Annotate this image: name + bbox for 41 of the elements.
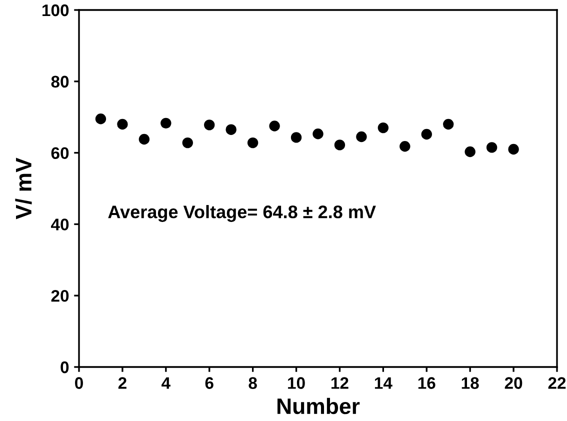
x-tick-label: 20 [504,377,522,389]
y-tick-label: 0 [60,361,69,374]
annotation: Average Voltage= 64.8 ± 2.8 mV [108,205,376,222]
point [421,128,432,140]
x-tick-label: 6 [205,377,214,389]
x-axis-title: Number [278,398,360,414]
y-tick-label: 20 [51,290,69,302]
point [269,120,280,132]
point [226,124,236,135]
x-tick-label: 12 [332,377,348,389]
x-tick-label: 10 [288,377,305,389]
x-tick-label: 8 [248,377,257,389]
x-tick-label: 0 [75,377,83,389]
x-tick-label: 4 [162,377,170,389]
x-tick-label: 22 [548,377,566,389]
point [95,114,106,124]
y-tick-label: 80 [51,76,69,88]
y-axis-title: V/ mV [15,158,32,220]
point [117,118,128,130]
y-tick-label: 100 [42,4,69,16]
point [400,141,410,152]
point [290,132,302,143]
point [182,137,193,148]
point [486,142,498,153]
point [464,146,476,158]
point [204,120,215,130]
point [334,140,346,150]
point [312,128,324,140]
point [356,131,367,142]
point [160,118,172,129]
x-tick-label: 18 [462,377,479,389]
x-tick-label: 16 [418,377,436,389]
point [247,137,258,148]
point [378,122,389,134]
x-tick-label: 14 [374,377,392,389]
y-tick-label: 40 [50,218,69,230]
point [508,144,519,155]
x-tick-label: 2 [118,377,126,389]
point [138,134,150,145]
y-tick-label: 60 [51,147,69,160]
point [443,118,454,130]
